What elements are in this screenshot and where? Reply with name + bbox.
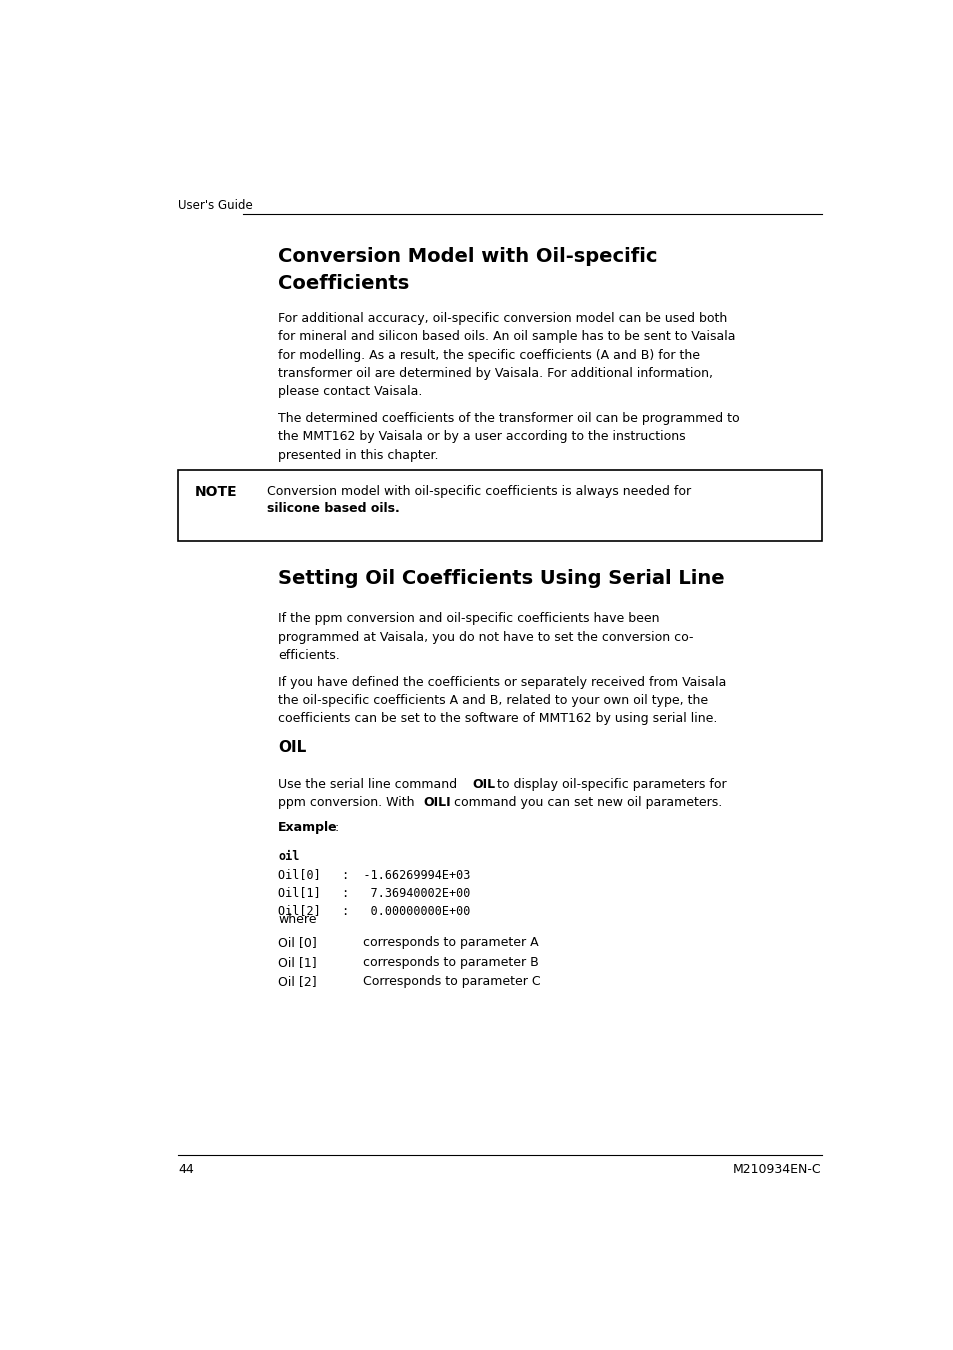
Text: to display oil-specific parameters for: to display oil-specific parameters for: [493, 778, 726, 791]
Text: presented in this chapter.: presented in this chapter.: [278, 448, 438, 462]
Text: If the ppm conversion and oil-specific coefficients have been: If the ppm conversion and oil-specific c…: [278, 613, 659, 625]
Text: corresponds to parameter A: corresponds to parameter A: [363, 936, 538, 949]
Text: please contact Vaisala.: please contact Vaisala.: [278, 385, 422, 398]
Text: OILI: OILI: [423, 796, 450, 809]
Text: Oil[1]   :   7.36940002E+00: Oil[1] : 7.36940002E+00: [278, 886, 470, 899]
Text: Coefficients: Coefficients: [278, 274, 409, 293]
Text: Conversion Model with Oil-specific: Conversion Model with Oil-specific: [278, 247, 657, 266]
Text: the oil-specific coefficients A and B, related to your own oil type, the: the oil-specific coefficients A and B, r…: [278, 694, 707, 707]
Text: Oil[0]   :  -1.66269994E+03: Oil[0] : -1.66269994E+03: [278, 868, 470, 880]
Text: for modelling. As a result, the specific coefficients (A and B) for the: for modelling. As a result, the specific…: [278, 348, 700, 362]
Text: OIL: OIL: [472, 778, 496, 791]
Text: coefficients can be set to the software of MMT162 by using serial line.: coefficients can be set to the software …: [278, 711, 717, 725]
Text: For additional accuracy, oil-specific conversion model can be used both: For additional accuracy, oil-specific co…: [278, 312, 727, 325]
Text: Conversion model with oil-specific coefficients is always needed for: Conversion model with oil-specific coeff…: [267, 486, 691, 498]
Text: :: :: [335, 821, 338, 834]
Text: efficients.: efficients.: [278, 649, 339, 662]
Text: 44: 44: [178, 1162, 194, 1176]
Text: Use the serial line command: Use the serial line command: [278, 778, 461, 791]
Text: ppm conversion. With: ppm conversion. With: [278, 796, 418, 809]
Text: Example: Example: [278, 821, 337, 834]
Text: Oil [0]: Oil [0]: [278, 936, 316, 949]
Text: Oil [2]: Oil [2]: [278, 975, 316, 988]
Text: NOTE: NOTE: [194, 486, 237, 500]
Text: programmed at Vaisala, you do not have to set the conversion co-: programmed at Vaisala, you do not have t…: [278, 630, 693, 644]
Text: transformer oil are determined by Vaisala. For additional information,: transformer oil are determined by Vaisal…: [278, 367, 713, 379]
Text: command you can set new oil parameters.: command you can set new oil parameters.: [449, 796, 721, 809]
Text: silicone based oils.: silicone based oils.: [267, 502, 399, 516]
Text: User's Guide: User's Guide: [178, 198, 253, 212]
Text: If you have defined the coefficients or separately received from Vaisala: If you have defined the coefficients or …: [278, 675, 726, 688]
Text: OIL: OIL: [278, 740, 306, 755]
Text: where: where: [278, 913, 316, 926]
Text: the MMT162 by Vaisala or by a user according to the instructions: the MMT162 by Vaisala or by a user accor…: [278, 431, 685, 443]
Text: corresponds to parameter B: corresponds to parameter B: [363, 956, 538, 968]
Text: Oil[2]   :   0.00000000E+00: Oil[2] : 0.00000000E+00: [278, 904, 470, 917]
Text: Setting Oil Coefficients Using Serial Line: Setting Oil Coefficients Using Serial Li…: [278, 568, 724, 587]
Text: Oil [1]: Oil [1]: [278, 956, 316, 968]
Text: M210934EN-C: M210934EN-C: [732, 1162, 821, 1176]
Text: oil: oil: [278, 849, 299, 863]
Text: Corresponds to parameter C: Corresponds to parameter C: [363, 975, 540, 988]
Text: for mineral and silicon based oils. An oil sample has to be sent to Vaisala: for mineral and silicon based oils. An o…: [278, 331, 735, 343]
Text: The determined coefficients of the transformer oil can be programmed to: The determined coefficients of the trans…: [278, 412, 740, 425]
FancyBboxPatch shape: [178, 470, 821, 541]
